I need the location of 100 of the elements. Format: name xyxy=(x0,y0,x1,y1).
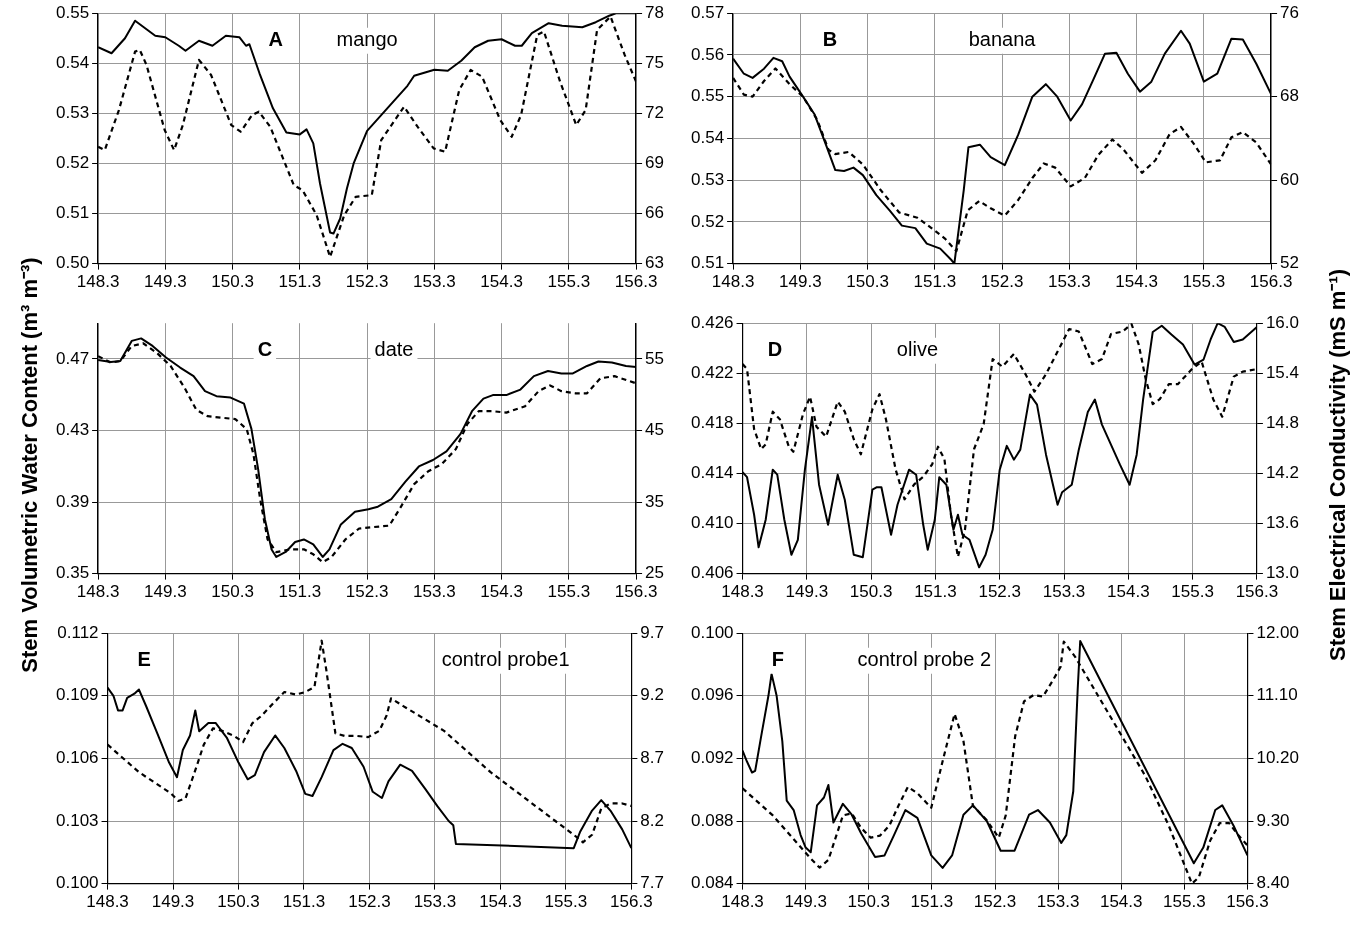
x-tick-label: 151.3 xyxy=(282,892,326,912)
annotation: C xyxy=(257,338,273,361)
annotation: A xyxy=(268,28,283,51)
y-tick-label: 0.422 xyxy=(690,362,734,382)
y-tick-label: 0.100 xyxy=(690,622,734,642)
x-tick-label: 152.3 xyxy=(980,272,1024,292)
y2-tick-label: 25 xyxy=(645,563,665,583)
annotation: banana xyxy=(968,28,1037,51)
x-tick-label: 150.3 xyxy=(217,892,260,912)
annotation: control probe 2 xyxy=(857,648,992,671)
y-axis-title: Stem Volumetric Water Content (m³ m⁻³) xyxy=(16,257,43,673)
x-tick-label: 152.3 xyxy=(978,582,1021,602)
y-tick-label: 0.52 xyxy=(690,211,725,231)
y2-tick-label: 75 xyxy=(645,52,665,72)
y2-tick-label: 78 xyxy=(645,2,665,22)
x-tick-label: 150.3 xyxy=(846,272,889,292)
x-tick-label: 149.3 xyxy=(144,272,187,292)
x-tick-label: 154.3 xyxy=(479,892,522,912)
y-tick-label: 0.47 xyxy=(55,348,90,368)
y2-tick-label: 52 xyxy=(1280,253,1300,273)
x-tick-label: 154.3 xyxy=(1099,892,1143,912)
x-tick-label: 148.3 xyxy=(721,582,764,602)
y2-tick-label: 76 xyxy=(1280,2,1300,22)
x-tick-label: 152.3 xyxy=(973,892,1017,912)
y2-tick-label: 60 xyxy=(1280,169,1300,189)
y-tick-label: 0.53 xyxy=(690,169,725,189)
annotation: E xyxy=(137,648,151,671)
y2-tick-label: 13.6 xyxy=(1265,513,1300,533)
y2-tick-label: 13.0 xyxy=(1265,563,1300,583)
x-tick-label: 149.3 xyxy=(779,272,822,292)
y-tick-label: 0.418 xyxy=(690,413,734,433)
y-tick-label: 0.096 xyxy=(690,685,734,705)
y-tick-label: 0.406 xyxy=(690,563,734,583)
x-tick-label: 154.3 xyxy=(1115,272,1158,292)
x-tick-label: 153.3 xyxy=(1036,892,1080,912)
x-tick-label: 150.3 xyxy=(849,582,893,602)
x-tick-label: 155.3 xyxy=(547,272,591,292)
y2-tick-label: 12.00 xyxy=(1256,622,1300,642)
y2-tick-label: 15.4 xyxy=(1265,362,1300,382)
annotation: D xyxy=(767,338,783,361)
x-tick-label: 150.3 xyxy=(211,272,254,292)
annotation: B xyxy=(822,28,838,51)
x-tick-label: 148.3 xyxy=(76,582,120,602)
y-tick-label: 0.410 xyxy=(690,513,734,533)
x-tick-label: 156.3 xyxy=(610,892,653,912)
y2-tick-label: 45 xyxy=(645,420,665,440)
annotation: mango xyxy=(336,28,398,51)
x-tick-label: 156.3 xyxy=(614,272,658,292)
x-tick-label: 156.3 xyxy=(1249,272,1293,292)
y-tick-label: 0.084 xyxy=(690,873,734,893)
annotation: F xyxy=(771,648,784,671)
x-tick-label: 151.3 xyxy=(278,582,322,602)
x-tick-label: 151.3 xyxy=(914,582,957,602)
y-tick-label: 0.53 xyxy=(55,103,90,123)
y-tick-label: 0.56 xyxy=(690,44,725,64)
y2-tick-label: 68 xyxy=(1280,86,1300,106)
y-tick-label: 0.54 xyxy=(55,52,90,72)
y2-axis-title: Stem Electrical Conductivity (mS m⁻¹) xyxy=(1324,268,1351,662)
y2-tick-label: 10.20 xyxy=(1256,748,1300,768)
y-tick-label: 0.51 xyxy=(690,253,725,273)
x-tick-label: 154.3 xyxy=(480,272,523,292)
y2-tick-label: 14.8 xyxy=(1265,413,1300,433)
x-tick-label: 153.3 xyxy=(1048,272,1091,292)
annotation: date xyxy=(374,338,414,361)
x-tick-label: 150.3 xyxy=(847,892,891,912)
x-tick-label: 148.3 xyxy=(721,892,764,912)
x-tick-label: 156.3 xyxy=(1235,582,1279,602)
x-tick-label: 148.3 xyxy=(76,272,120,292)
y-tick-label: 0.106 xyxy=(55,748,99,768)
y-tick-label: 0.50 xyxy=(55,253,90,273)
x-tick-label: 152.3 xyxy=(348,892,391,912)
annotation: control probe1 xyxy=(441,648,570,671)
y2-tick-label: 16.0 xyxy=(1265,312,1300,332)
y2-tick-label: 63 xyxy=(645,253,665,273)
x-tick-label: 152.3 xyxy=(345,582,389,602)
y-tick-label: 0.55 xyxy=(690,86,725,106)
y2-tick-label: 7.7 xyxy=(640,873,665,893)
y-tick-label: 0.55 xyxy=(55,2,90,22)
x-tick-label: 149.3 xyxy=(144,582,187,602)
x-tick-label: 148.3 xyxy=(86,892,129,912)
x-tick-label: 153.3 xyxy=(413,892,457,912)
x-tick-label: 153.3 xyxy=(413,582,456,602)
y2-tick-label: 11.10 xyxy=(1256,685,1298,705)
y-tick-label: 0.43 xyxy=(55,420,90,440)
y2-tick-label: 9.7 xyxy=(640,622,665,642)
x-tick-label: 155.3 xyxy=(1182,272,1226,292)
y-tick-label: 0.103 xyxy=(55,810,99,830)
x-tick-label: 155.3 xyxy=(547,582,591,602)
x-tick-label: 155.3 xyxy=(544,892,588,912)
y-tick-label: 0.100 xyxy=(55,873,99,893)
y-tick-label: 0.414 xyxy=(690,463,734,483)
x-tick-label: 149.3 xyxy=(784,892,827,912)
y-tick-label: 0.088 xyxy=(690,810,734,830)
x-tick-label: 150.3 xyxy=(211,582,254,602)
y-tick-label: 0.54 xyxy=(690,128,725,148)
y-tick-label: 0.426 xyxy=(690,312,734,332)
annotation: olive xyxy=(896,338,938,361)
y2-tick-label: 8.2 xyxy=(640,810,665,830)
y2-tick-label: 69 xyxy=(645,153,665,173)
y2-tick-label: 8.7 xyxy=(640,748,665,768)
